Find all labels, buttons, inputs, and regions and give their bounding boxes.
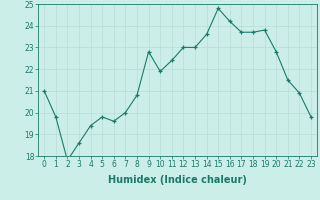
X-axis label: Humidex (Indice chaleur): Humidex (Indice chaleur) (108, 175, 247, 185)
